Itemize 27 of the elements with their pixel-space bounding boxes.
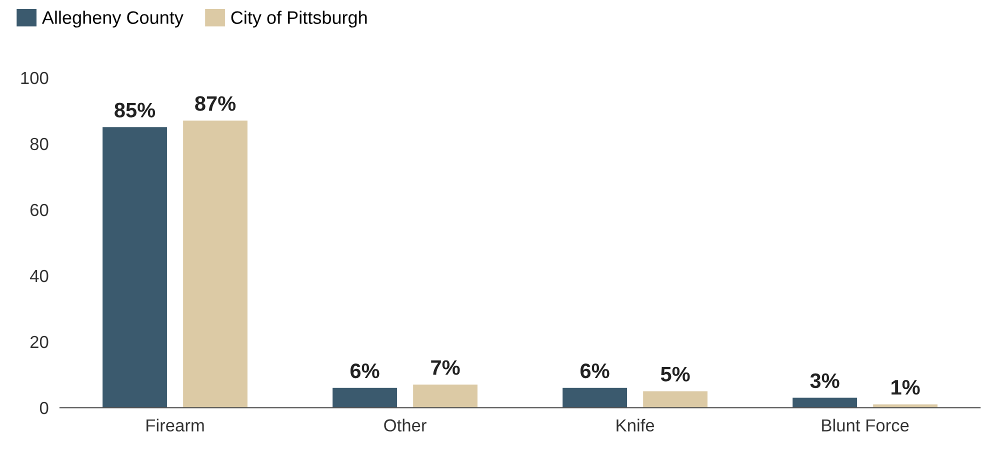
y-tick-label: 0 (40, 402, 48, 414)
legend-label: City of Pittsburgh (231, 10, 367, 28)
data-label: 6% (580, 363, 610, 378)
data-label: 6% (350, 363, 380, 378)
y-tick-label: 80 (30, 138, 48, 150)
y-tick-label: 20 (30, 336, 48, 348)
bar (413, 384, 478, 408)
bar (562, 388, 627, 408)
data-label: 87% (195, 96, 236, 111)
x-tick-label: Blunt Force (822, 418, 909, 432)
y-tick-label: 60 (30, 204, 48, 216)
data-label: 85% (114, 102, 156, 118)
data-label: 3% (810, 373, 840, 388)
bar (643, 391, 708, 408)
bar (332, 388, 397, 408)
x-tick-label: Knife (616, 418, 654, 432)
x-tick-label: Firearm (146, 418, 204, 432)
legend-label: Allegheny County (42, 10, 184, 28)
bar (183, 120, 248, 408)
bar (792, 398, 858, 408)
y-tick-label: 40 (30, 270, 48, 282)
data-label: 1% (892, 380, 920, 395)
data-label: 5% (660, 366, 690, 382)
bar (102, 127, 167, 408)
x-tick-label: Other (384, 418, 426, 432)
y-tick-label: 100 (21, 72, 48, 84)
data-label: 7% (431, 360, 460, 375)
